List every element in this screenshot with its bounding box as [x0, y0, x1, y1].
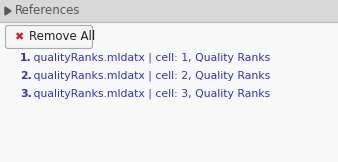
Polygon shape: [5, 7, 11, 15]
FancyBboxPatch shape: [5, 25, 93, 48]
Text: 3.: 3.: [20, 89, 32, 99]
Text: qualityRanks.mldatx | cell: 1, Quality Ranks: qualityRanks.mldatx | cell: 1, Quality R…: [30, 53, 270, 63]
Text: 1.: 1.: [20, 53, 32, 63]
Text: qualityRanks.mldatx | cell: 3, Quality Ranks: qualityRanks.mldatx | cell: 3, Quality R…: [30, 89, 270, 99]
Text: Remove All: Remove All: [29, 30, 95, 44]
Text: ✖: ✖: [14, 32, 24, 42]
Bar: [0, 0, 338, 22]
Text: 2.: 2.: [20, 71, 32, 81]
Text: References: References: [15, 5, 80, 17]
Text: qualityRanks.mldatx | cell: 2, Quality Ranks: qualityRanks.mldatx | cell: 2, Quality R…: [30, 71, 270, 81]
